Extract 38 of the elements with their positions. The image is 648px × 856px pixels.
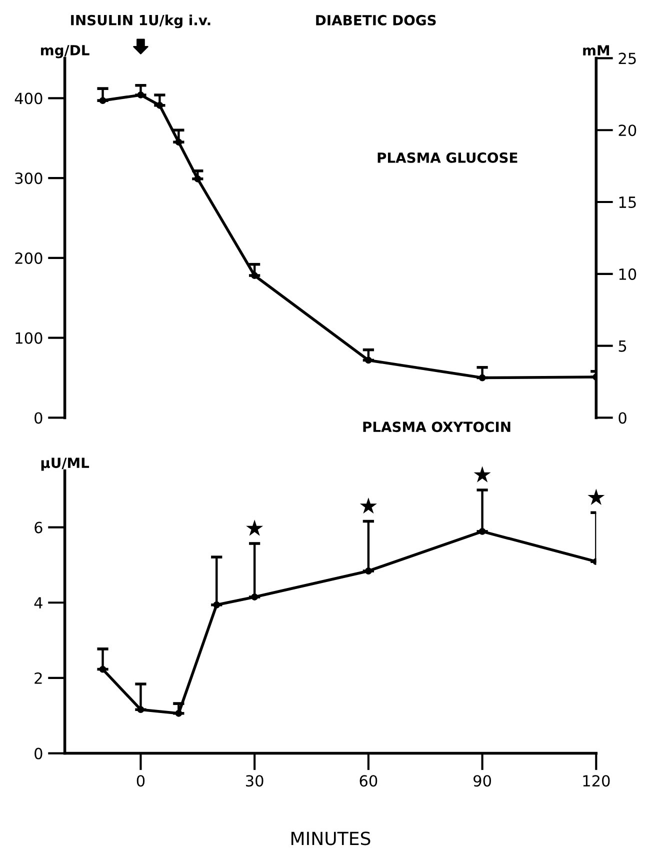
x-tick-label: 30 xyxy=(246,775,264,787)
point xyxy=(213,601,220,608)
annotation: ★ xyxy=(360,497,377,514)
point xyxy=(99,97,106,104)
y-tick-label: 2 xyxy=(34,672,42,684)
annotation: PLASMA GLUCOSE xyxy=(378,152,518,163)
y2-tick-label: 15 xyxy=(619,196,636,208)
point xyxy=(175,138,182,146)
x-tick-label: 0 xyxy=(136,775,145,787)
x-tick-label: 90 xyxy=(474,775,492,787)
x-tick-label: 60 xyxy=(360,775,378,787)
annotation: ★ xyxy=(588,488,605,505)
y-tick-label: 6 xyxy=(34,522,42,534)
y-tick-label: 300 xyxy=(15,172,42,184)
annotation: ★ xyxy=(246,520,264,536)
y-axis-title: µU/ML xyxy=(41,458,90,471)
y-tick-label: 0 xyxy=(34,748,42,760)
y2-tick-label: 10 xyxy=(619,268,636,280)
annotation: ★ xyxy=(474,466,491,482)
x-axis-title: MINUTES xyxy=(291,832,370,846)
chart-title: DIABETIC DOGS xyxy=(316,14,436,26)
y2-tick-label: 0 xyxy=(618,412,626,424)
y-tick-label: 200 xyxy=(15,252,42,264)
y-tick-label: 0 xyxy=(34,412,42,424)
point xyxy=(137,706,144,714)
point xyxy=(137,91,144,98)
y2-tick-label: 25 xyxy=(618,52,636,64)
y2-tick-label: 20 xyxy=(618,124,636,136)
point xyxy=(478,528,486,535)
y2-tick-label: 5 xyxy=(618,340,626,352)
x-tick-label: 120 xyxy=(583,775,610,787)
text: INSULIN 1U/kg i.v. xyxy=(71,14,210,28)
y-tick-label: 100 xyxy=(16,332,42,344)
y2-axis-title: mM xyxy=(583,45,610,56)
y-axis-title: mg/DL xyxy=(41,45,90,58)
y-tick-label: 4 xyxy=(34,597,42,608)
y-tick-label: 400 xyxy=(14,92,42,104)
chart-title: PLASMA OXYTOCIN xyxy=(363,422,510,432)
